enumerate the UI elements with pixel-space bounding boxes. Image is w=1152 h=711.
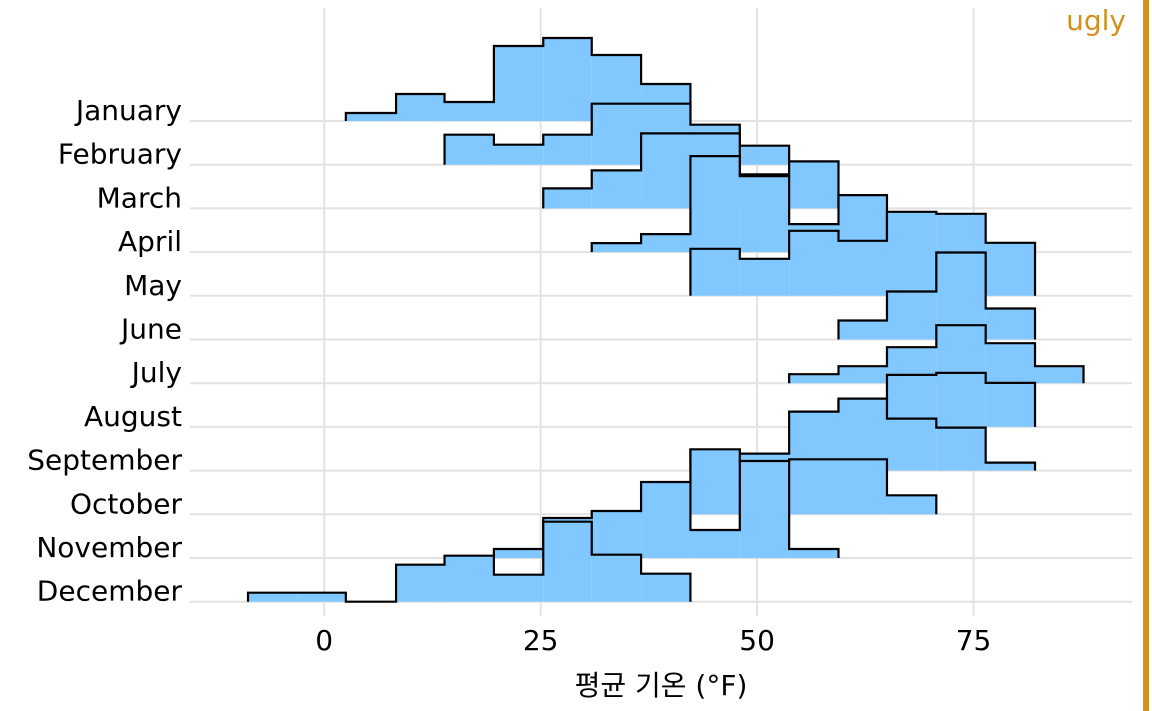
- bar: [641, 133, 691, 209]
- bar: [543, 38, 592, 121]
- bar: [838, 240, 887, 296]
- bar: [444, 134, 494, 165]
- y-tick-label: October: [70, 487, 183, 520]
- y-tick-label: April: [118, 225, 182, 258]
- bar: [493, 144, 544, 165]
- bar: [789, 374, 839, 384]
- bar: [789, 230, 839, 296]
- bar: [789, 459, 839, 515]
- bar: [543, 134, 592, 165]
- bar: [1035, 366, 1084, 384]
- bar: [591, 554, 642, 602]
- y-tick-label: August: [84, 400, 182, 433]
- bar: [838, 320, 887, 340]
- bar: [886, 495, 937, 515]
- y-tick-label: November: [36, 531, 182, 564]
- bar: [690, 530, 740, 558]
- x-tick-label: 0: [315, 624, 333, 657]
- x-tick-label: 50: [739, 624, 775, 657]
- bar: [739, 258, 790, 296]
- bar: [543, 188, 592, 209]
- y-tick-label: January: [74, 94, 182, 127]
- bar: [591, 103, 642, 165]
- x-tick-label: 25: [523, 624, 559, 657]
- bar: [396, 564, 445, 602]
- bar: [936, 427, 986, 471]
- outline: [837, 251, 1037, 340]
- bar: [396, 94, 445, 121]
- corner-label: ugly: [1066, 4, 1126, 37]
- outline: [542, 132, 840, 209]
- bar: [789, 161, 839, 209]
- bar: [985, 462, 1036, 471]
- outline: [590, 155, 889, 253]
- bar: [886, 418, 937, 471]
- bar: [690, 449, 740, 515]
- outline: [344, 36, 692, 121]
- outline: [689, 210, 1037, 296]
- bar: [838, 366, 887, 384]
- bar: [591, 243, 642, 253]
- bar: [985, 343, 1036, 384]
- bar: [591, 170, 642, 209]
- y-tick-label: June: [119, 313, 182, 346]
- bar: [886, 211, 937, 296]
- bar: [739, 461, 790, 558]
- bar: [838, 459, 887, 515]
- bar: [739, 176, 790, 253]
- bar: [789, 549, 839, 558]
- bar: [493, 549, 544, 558]
- bar: [297, 592, 346, 602]
- bar: [690, 248, 740, 296]
- x-tick-label: 75: [956, 624, 992, 657]
- bar: [345, 113, 397, 121]
- bar: [591, 511, 642, 558]
- bar: [886, 291, 937, 340]
- outline: [788, 324, 1085, 384]
- y-tick-label: December: [37, 575, 183, 608]
- bar: [985, 382, 1036, 427]
- y-tick-label: March: [97, 181, 182, 214]
- outline: [246, 520, 692, 603]
- y-tick-label: July: [130, 356, 182, 389]
- corner-bar: [1143, 0, 1149, 711]
- bar: [985, 308, 1036, 340]
- bar: [641, 482, 691, 558]
- bar: [444, 102, 494, 121]
- bar: [493, 574, 544, 602]
- bar: [444, 555, 494, 602]
- bar: [690, 156, 740, 253]
- bar: [936, 372, 986, 427]
- y-tick-label: February: [58, 138, 182, 171]
- y-tick-label: September: [27, 444, 182, 477]
- bar: [248, 592, 298, 602]
- x-axis-label: 평균 기온 (°F): [575, 669, 748, 702]
- bar: [641, 573, 691, 602]
- bar: [985, 242, 1036, 296]
- y-tick-label: May: [124, 269, 182, 302]
- bar: [543, 521, 592, 602]
- bar: [641, 234, 691, 253]
- bar: [493, 46, 544, 121]
- bar: [739, 145, 790, 165]
